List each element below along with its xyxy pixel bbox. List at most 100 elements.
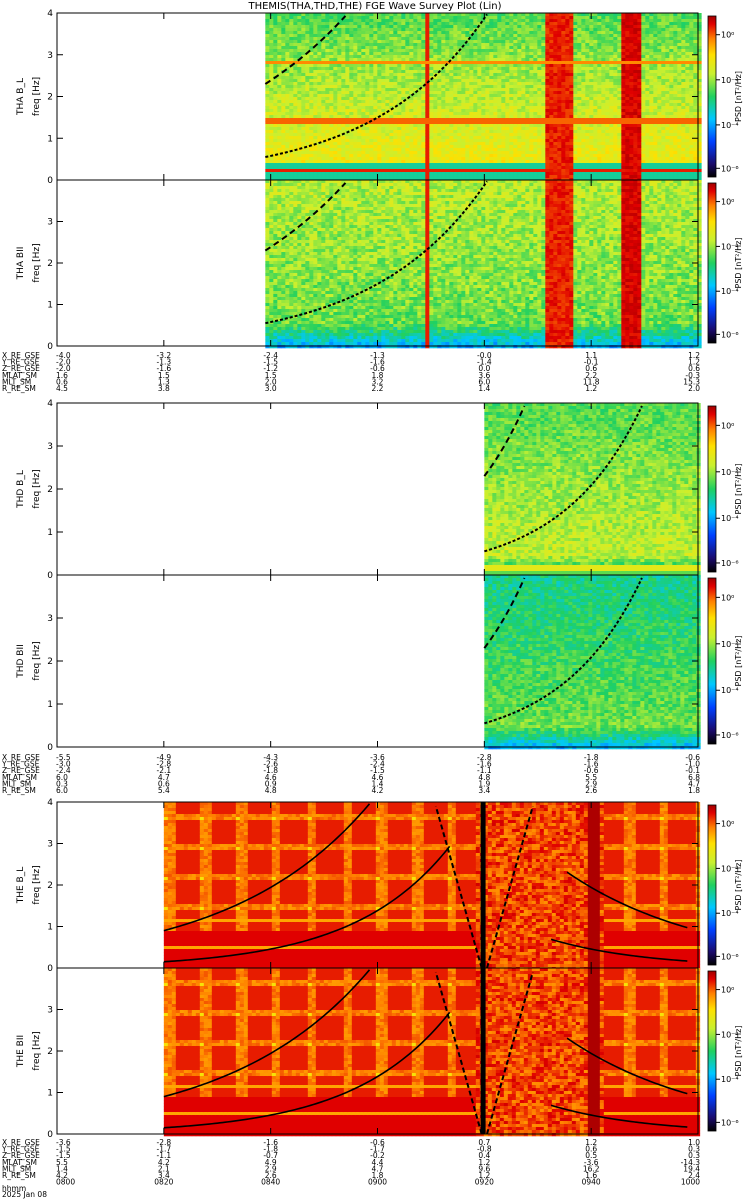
spectrogram-cell bbox=[329, 103, 334, 107]
spectrogram-cell bbox=[349, 142, 354, 146]
spectrogram-cell bbox=[301, 61, 306, 65]
spectrogram-cell bbox=[577, 22, 582, 26]
spectrogram-cell bbox=[597, 106, 602, 110]
spectrogram-cell bbox=[553, 73, 558, 77]
spectrogram-cell bbox=[337, 109, 342, 113]
spectrogram-cell bbox=[413, 103, 418, 107]
spectrogram-cell bbox=[305, 106, 310, 110]
spectrogram-cell bbox=[469, 145, 474, 149]
spectrogram-cell bbox=[553, 61, 558, 65]
spectrogram-cell bbox=[325, 157, 330, 161]
spectrogram-cell bbox=[385, 40, 390, 44]
spectrogram-cell bbox=[557, 70, 562, 74]
spectrogram-cell bbox=[445, 109, 450, 113]
spectrogram-cell bbox=[577, 169, 582, 173]
spectrogram-cell bbox=[577, 172, 582, 176]
spectrogram-cell bbox=[605, 115, 610, 119]
spectrogram-cell bbox=[573, 103, 578, 107]
spectrogram-cell bbox=[545, 67, 550, 71]
spectrogram-cell bbox=[569, 43, 574, 47]
spectrogram-cell bbox=[321, 43, 326, 47]
spectrogram-cell bbox=[377, 172, 382, 176]
spectrogram-cell bbox=[389, 115, 394, 119]
spectrogram-cell bbox=[465, 82, 470, 86]
spectrogram-cell bbox=[377, 91, 382, 95]
spectrogram-cell bbox=[281, 40, 286, 44]
spectrogram-cell bbox=[337, 34, 342, 38]
spectrogram-cell bbox=[361, 88, 366, 92]
spectrogram-cell bbox=[477, 94, 482, 98]
spectrogram-cell bbox=[349, 103, 354, 107]
spectrogram-cell bbox=[433, 46, 438, 50]
spectrogram-cell bbox=[437, 49, 442, 53]
spectrogram-cell bbox=[437, 118, 442, 122]
spectrogram-cell bbox=[585, 145, 590, 149]
spectrogram-cell bbox=[561, 154, 566, 158]
spectrogram-cell bbox=[269, 124, 274, 128]
spectrogram-cell bbox=[473, 49, 478, 53]
spectrogram-cell bbox=[333, 19, 338, 23]
spectrogram-cell bbox=[581, 37, 586, 41]
spectrogram-cell bbox=[521, 163, 526, 167]
spectrogram-cell bbox=[321, 52, 326, 56]
spectrogram-cell bbox=[617, 160, 622, 164]
spectrogram-cell bbox=[361, 34, 366, 38]
spectrogram-cell bbox=[329, 127, 334, 131]
spectrogram-cell bbox=[533, 88, 538, 92]
spectrogram-cell bbox=[509, 169, 514, 173]
spectrogram-cell bbox=[589, 130, 594, 134]
spectrogram-cell bbox=[329, 136, 334, 140]
spectrogram-cell bbox=[317, 163, 322, 167]
spectrogram-cell bbox=[585, 160, 590, 164]
spectrogram-cell bbox=[565, 79, 570, 83]
spectrogram-cell bbox=[517, 130, 522, 134]
spectrogram-cell bbox=[289, 148, 294, 152]
spectrogram-cell bbox=[561, 79, 566, 83]
spectrogram-cell bbox=[593, 82, 598, 86]
spectrogram-cell bbox=[349, 49, 354, 53]
spectrogram-cell bbox=[321, 55, 326, 59]
spectrogram-cell bbox=[549, 118, 554, 122]
spectrogram-cell bbox=[517, 118, 522, 122]
spectrogram-cell bbox=[405, 94, 410, 98]
spectrogram-cell bbox=[477, 124, 482, 128]
spectrogram-cell bbox=[277, 73, 282, 77]
spectrogram-cell bbox=[609, 169, 614, 173]
spectrogram-cell bbox=[589, 103, 594, 107]
spectrogram-cell bbox=[477, 145, 482, 149]
spectrogram-cell bbox=[501, 109, 506, 113]
spectrogram-cell bbox=[517, 34, 522, 38]
spectrogram-cell bbox=[529, 52, 534, 56]
spectrogram-cell bbox=[337, 118, 342, 122]
spectrogram-cell bbox=[569, 142, 574, 146]
spectrogram-cell bbox=[485, 79, 490, 83]
spectrogram-cell bbox=[337, 64, 342, 68]
spectrogram-cell bbox=[461, 88, 466, 92]
spectrogram-cell bbox=[385, 19, 390, 23]
spectrogram-cell bbox=[437, 139, 442, 143]
spectrogram-cell bbox=[445, 79, 450, 83]
spectrogram-cell bbox=[569, 37, 574, 41]
spectrogram-cell bbox=[493, 28, 498, 32]
spectrogram-cell bbox=[449, 55, 454, 59]
spectrogram-cell bbox=[285, 91, 290, 95]
spectrogram-cell bbox=[613, 13, 618, 17]
spectrogram-cell bbox=[461, 70, 466, 74]
spectrogram-cell bbox=[381, 148, 386, 152]
spectrogram-cell bbox=[397, 25, 402, 29]
spectrogram-cell bbox=[425, 145, 430, 149]
spectrogram-cell bbox=[577, 34, 582, 38]
spectrogram-cell bbox=[605, 28, 610, 32]
spectrogram-cell bbox=[569, 109, 574, 113]
spectrogram-cell bbox=[541, 133, 546, 137]
spectrogram-cell bbox=[481, 34, 486, 38]
spectrogram-cell bbox=[341, 49, 346, 53]
spectrogram-cell bbox=[589, 61, 594, 65]
spectrogram-cell bbox=[345, 121, 350, 125]
spectrogram-cell bbox=[381, 139, 386, 143]
spectrogram-cell bbox=[417, 130, 422, 134]
spectrogram-cell bbox=[373, 46, 378, 50]
spectrogram-cell bbox=[477, 100, 482, 104]
spectrogram-cell bbox=[549, 31, 554, 35]
spectrogram-cell bbox=[285, 103, 290, 107]
